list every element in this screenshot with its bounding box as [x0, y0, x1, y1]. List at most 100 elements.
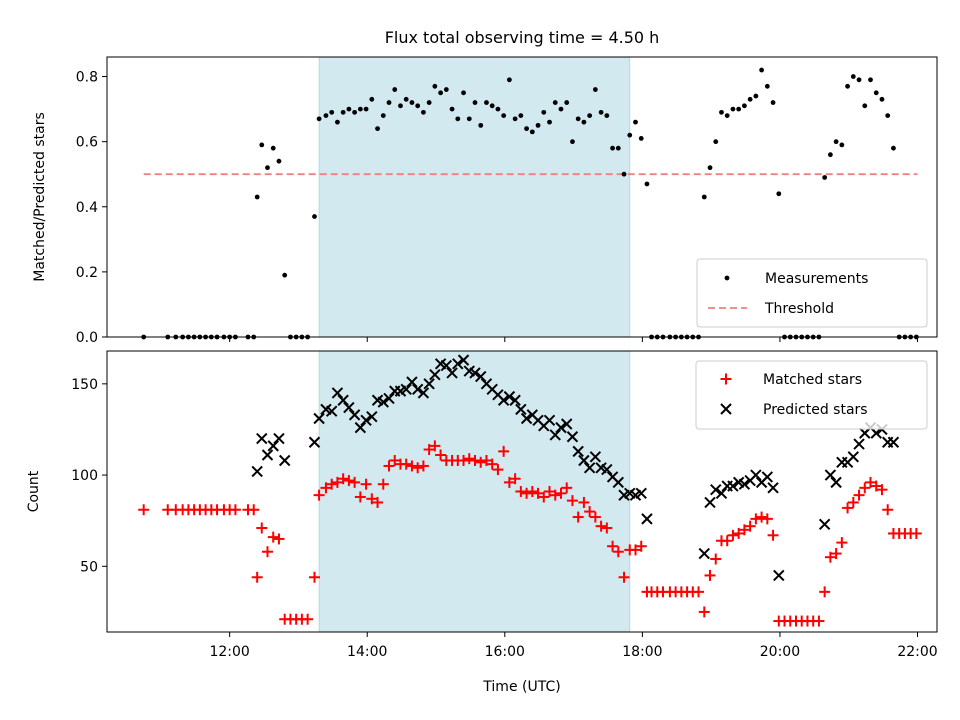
matched-star-point	[406, 460, 418, 472]
matched-star-point	[138, 504, 150, 516]
x-tick-label: 14:00	[347, 644, 387, 660]
matched-star-point	[273, 533, 285, 545]
measurement-point	[501, 113, 507, 119]
measurement-point	[432, 83, 438, 89]
predicted-star-point	[313, 412, 325, 425]
predicted-star-point-b	[818, 518, 831, 531]
measurement-point	[764, 83, 770, 89]
measurement-point	[380, 113, 386, 119]
measurement-point	[529, 129, 535, 135]
predicted-star-point-b	[463, 365, 475, 377]
predicted-star-point	[325, 405, 338, 417]
predicted-star-point-b	[261, 449, 274, 461]
matched-star-point	[612, 546, 624, 558]
predicted-star-point-b	[624, 487, 636, 500]
predicted-star-point	[830, 476, 842, 489]
matched-star-point	[721, 535, 733, 547]
predicted-star-point-b	[601, 463, 613, 476]
predicted-star-point	[354, 421, 367, 434]
matched-star-point	[480, 454, 492, 466]
predicted-star-point-b	[383, 392, 395, 405]
measurement-point	[398, 103, 403, 109]
matched-star-point	[313, 489, 325, 501]
predicted-star-point	[853, 438, 865, 450]
predicted-star-point	[457, 354, 470, 366]
measurement-point	[254, 194, 260, 200]
matched-star-point	[458, 454, 470, 466]
predicted-star-point	[256, 432, 268, 445]
predicted-star-point	[887, 436, 900, 448]
measurement-point	[478, 122, 484, 128]
x-tick-label: 22:00	[897, 644, 937, 660]
measurement-point	[873, 90, 879, 96]
matched-star-point	[635, 540, 647, 552]
measurement-point	[363, 106, 369, 112]
matched-star-point	[256, 522, 268, 534]
predicted-star-point-b	[635, 487, 647, 500]
predicted-star-point-b	[313, 412, 325, 425]
matched-star-point	[429, 440, 441, 452]
matched-star-point	[584, 506, 596, 518]
predicted-star-point-b	[847, 451, 860, 463]
predicted-star-point-b	[348, 409, 361, 421]
matched-star-point	[360, 478, 372, 490]
measurement-point	[633, 119, 638, 125]
threshold-legend-label: Threshold	[764, 301, 834, 317]
y-tick-label: 150	[71, 377, 98, 393]
legend-cross	[720, 403, 732, 415]
measurement-point	[270, 145, 276, 151]
predicted-star-point-b	[830, 476, 842, 489]
matched-star-point	[710, 553, 722, 565]
matched-star-point	[607, 540, 619, 552]
matched-star-point	[767, 529, 779, 541]
measurement-point	[713, 139, 719, 145]
matched-star-point	[463, 453, 475, 465]
measurement-point	[621, 171, 627, 177]
matched-star-point	[595, 520, 607, 532]
matched-star-point	[693, 586, 705, 598]
matched-star-point	[761, 513, 773, 525]
measurement-point	[259, 142, 265, 148]
top-y-axis-label: Matched/Predicted stars	[32, 112, 48, 282]
predicted-star-point-b	[469, 367, 481, 379]
matched-star-point	[251, 571, 263, 583]
matched-star-point	[248, 504, 260, 516]
predicted-star-point	[589, 451, 602, 463]
matched-star-point	[412, 462, 424, 474]
matched-star-point	[509, 473, 521, 485]
predicted-star-point	[515, 403, 527, 416]
matched-star-point	[629, 544, 641, 556]
measurements-legend-label: Measurements	[765, 271, 868, 287]
matched-star-point	[377, 478, 389, 490]
predicted-star-point-b	[704, 496, 716, 509]
y-tick-label: 0.0	[76, 330, 98, 346]
x-tick-label: 18:00	[622, 644, 662, 660]
measurement-point	[524, 126, 529, 132]
measurement-point	[575, 116, 581, 122]
predicted-star-point	[383, 392, 395, 405]
predicted-star-point	[818, 518, 831, 531]
predicted-star-point	[366, 410, 378, 423]
predicted-star-point	[429, 369, 441, 381]
measurement-point	[466, 116, 472, 122]
matched-star-point	[400, 458, 412, 470]
measurement-point	[438, 90, 444, 96]
matched-star-point	[859, 482, 871, 494]
predicted-star-point-b	[773, 569, 785, 582]
measurement-point	[409, 100, 415, 105]
predicted-star-point-b	[331, 387, 344, 399]
matched-star-point	[261, 546, 273, 558]
matched-star-point	[566, 495, 578, 507]
predicted-star-point-b	[343, 401, 355, 414]
matched-star-point	[372, 496, 384, 508]
predicted-star-point-b	[417, 387, 430, 399]
predicted-star-point-b	[256, 432, 268, 445]
predicted-star-point	[273, 432, 285, 445]
predicted-star-point-b	[727, 480, 739, 492]
matched-star-point	[469, 454, 481, 466]
predicted-star-point-b	[543, 414, 556, 427]
predicted-star-point-b	[371, 394, 384, 406]
observing-interval-shading	[318, 56, 631, 338]
predicted-star-point-b	[520, 412, 533, 425]
measurement-point	[581, 119, 587, 125]
